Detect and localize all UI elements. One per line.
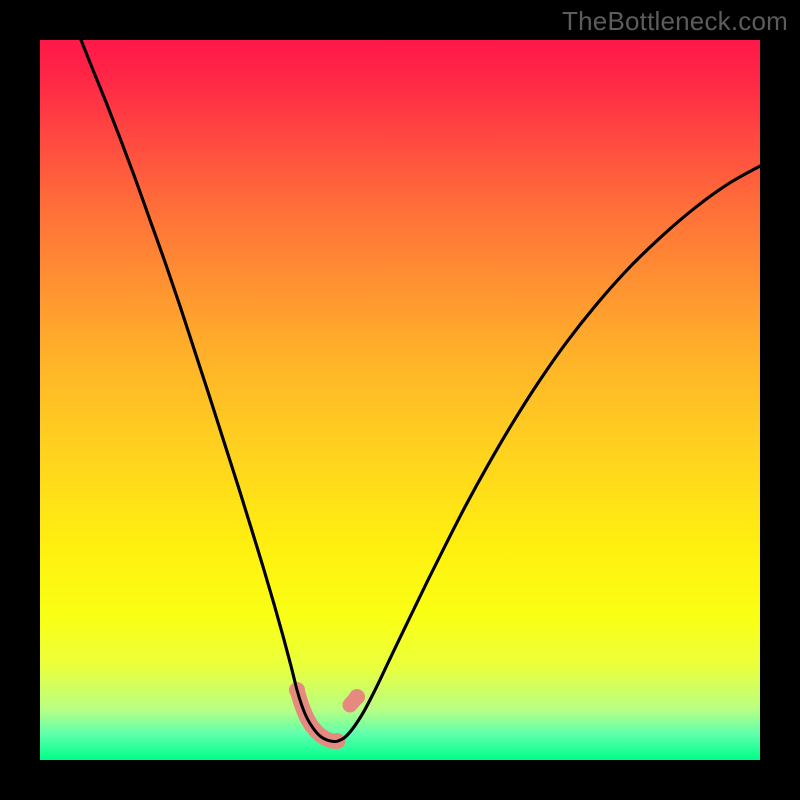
- chart-stage: TheBottleneck.com: [0, 0, 800, 800]
- bottleneck-chart: [0, 0, 800, 800]
- highlight-dot: [349, 689, 365, 705]
- heat-gradient-background: [40, 40, 760, 760]
- watermark-text: TheBottleneck.com: [562, 6, 788, 37]
